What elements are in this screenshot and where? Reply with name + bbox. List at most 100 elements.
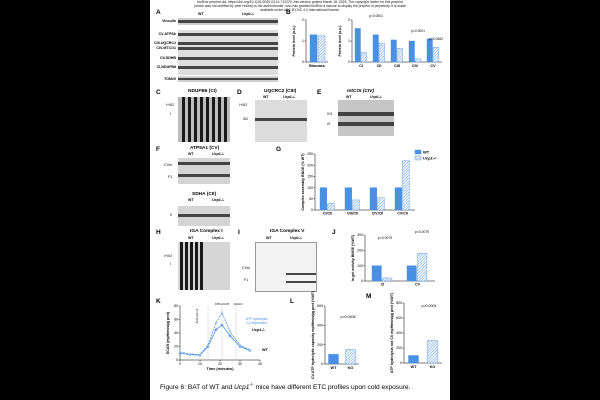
k-point: [228, 330, 232, 333]
panel-a-row-cii: CII-SDHB: [160, 56, 176, 60]
k-point: [214, 321, 218, 325]
panel-a-oxphos-blot: [178, 30, 278, 75]
k-annotation: ATP+FCCP: [215, 302, 230, 306]
panel-label-j: J: [332, 229, 336, 236]
panel-f-sub-label: II: [170, 213, 172, 217]
b-annotation: p=0.0001: [369, 14, 383, 18]
panel-a-row-ciii: CIII-UQCRC2: [154, 41, 176, 45]
k-annotation: OLIGO: [234, 302, 244, 306]
k-x-label: Time (minutes): [207, 367, 235, 371]
panel-a-row-ci: CI-NDUFB8: [156, 65, 176, 69]
g-legend-label-ko: Ucp1-/-: [423, 156, 437, 161]
b2-bar: [396, 48, 403, 63]
panel-label-a: A: [156, 9, 161, 16]
panel-h-title: IGA Complex I: [190, 229, 223, 234]
panel-label-h: H: [156, 229, 161, 236]
j-bar: [417, 253, 428, 282]
header-line-1: bioRxiv preprint doi: https://doi.org/10…: [197, 0, 403, 4]
panel-i-blot: [255, 242, 317, 292]
m-annotation: p=0.0004: [421, 304, 436, 308]
l-annotation: p=0.0408: [340, 315, 355, 319]
panel-e-genotype-ko: Ucp1-/-: [370, 95, 383, 99]
g-bar: [369, 187, 377, 211]
b2-bar: [414, 58, 421, 63]
panel-f-subtitle: SDHA (CII): [192, 192, 217, 197]
panel-a-row-vinculin: Vinculin: [162, 19, 176, 23]
b2-y-tick-label: 2: [348, 18, 350, 22]
j-annotation: p=0.0079: [378, 236, 392, 240]
panel-d-label-2: III2: [243, 117, 248, 121]
panel-e-title: mtCOI (CIV): [347, 89, 374, 94]
panel-f-genotype-ko: Ucp1-/-: [212, 152, 225, 156]
l-y-tick-label: 400: [317, 324, 323, 328]
j-x-tick-label: CI: [381, 283, 385, 287]
g-x-tick-label: CIII/CII: [347, 212, 358, 216]
panel-d-title: UQCRC2 (CIII): [264, 89, 297, 94]
panel-c-label-2: I: [170, 112, 171, 116]
panel-a-row-civ: CIV-MTCO1: [156, 46, 176, 50]
j-y-tick-label: 300: [357, 233, 363, 237]
b2-bar: [408, 40, 415, 63]
j-bar: [406, 265, 417, 282]
j-y-tick-label: 0: [361, 279, 363, 283]
j-y-tick-label: 200: [357, 249, 363, 253]
k-x-tick-label: 40: [258, 362, 262, 366]
g-bar: [394, 187, 402, 211]
k-point: [238, 343, 242, 347]
panel-f-label-1: CVm: [164, 163, 172, 167]
b-annotation: p=0.0001: [411, 29, 425, 33]
m-y-tick-label: 600: [396, 316, 402, 320]
panel-d-genotype-wt: WT: [263, 95, 269, 99]
j-annotation: p=0.0079: [415, 230, 429, 234]
m-y-tick-label: 800: [396, 301, 402, 305]
preprint-header: bioRxiv preprint doi: https://doi.org/10…: [150, 0, 450, 18]
m-y-tick-label: 200: [396, 346, 402, 350]
l-bar: [345, 349, 356, 365]
b1-y-tick-label: 0: [302, 60, 304, 64]
g-bar: [402, 160, 410, 211]
b-annotation: p=0.0482: [429, 37, 443, 41]
k-y-label: ECAR (mpH/min/µg prot): [166, 311, 170, 354]
paper-page: bioRxiv preprint doi: https://doi.org/10…: [150, 0, 450, 400]
b2-bar: [378, 42, 385, 63]
panel-d-blot: [255, 100, 307, 142]
b1-y-label: Protein level (a.u.): [292, 25, 296, 57]
g-y-tick-label: 100: [307, 186, 313, 190]
k-x-tick-label: 0: [179, 362, 181, 366]
l-bar: [328, 354, 339, 365]
b1-y-tick-label: 1: [302, 39, 304, 43]
b1-y-tick-label: 2: [302, 18, 304, 22]
j-bar: [382, 277, 393, 282]
g-bar: [352, 199, 360, 211]
panel-f-sub-genotype-wt: WT: [188, 198, 194, 202]
k-point: [206, 343, 210, 347]
g-legend-swatch-wt: [414, 149, 422, 155]
panel-i-label-1: CVm: [242, 266, 250, 270]
j-y-tick-label: 100: [357, 264, 363, 268]
k-y-tick-label: 40: [174, 331, 178, 335]
g-bar: [319, 187, 327, 211]
k-x-tick-label: 30: [238, 362, 242, 366]
l-x-tick-label: KO: [348, 366, 354, 370]
k-y-tick-label: 80: [174, 304, 178, 308]
panel-i-genotype-ko: Ucp1-/-: [290, 236, 303, 240]
b2-bar: [390, 39, 397, 63]
k-callout: ATP hydrolysis: [246, 317, 268, 321]
panel-e-label-1: IV2: [327, 112, 333, 116]
panel-h-genotype-ko: Ucp1-/-: [212, 236, 225, 240]
caption-sup: -/-: [249, 382, 254, 387]
b2-bar: [432, 47, 439, 63]
g-y-tick-label: 250: [307, 152, 313, 156]
panel-e-blot: [338, 100, 394, 136]
b2-y-tick-label: 1: [348, 39, 350, 43]
b2-bar: [372, 34, 379, 63]
panel-label-e: E: [317, 89, 322, 96]
panel-d-genotype-ko: Ucp1-/-: [283, 95, 296, 99]
panel-label-c: C: [156, 89, 161, 96]
b2-x-tick-label: CIV: [412, 64, 419, 68]
panel-a-row-tom20: TOM20: [164, 77, 176, 81]
m-y-label: ATP hydrolysis not CV mpH/min/µg prot (%…: [390, 292, 394, 373]
